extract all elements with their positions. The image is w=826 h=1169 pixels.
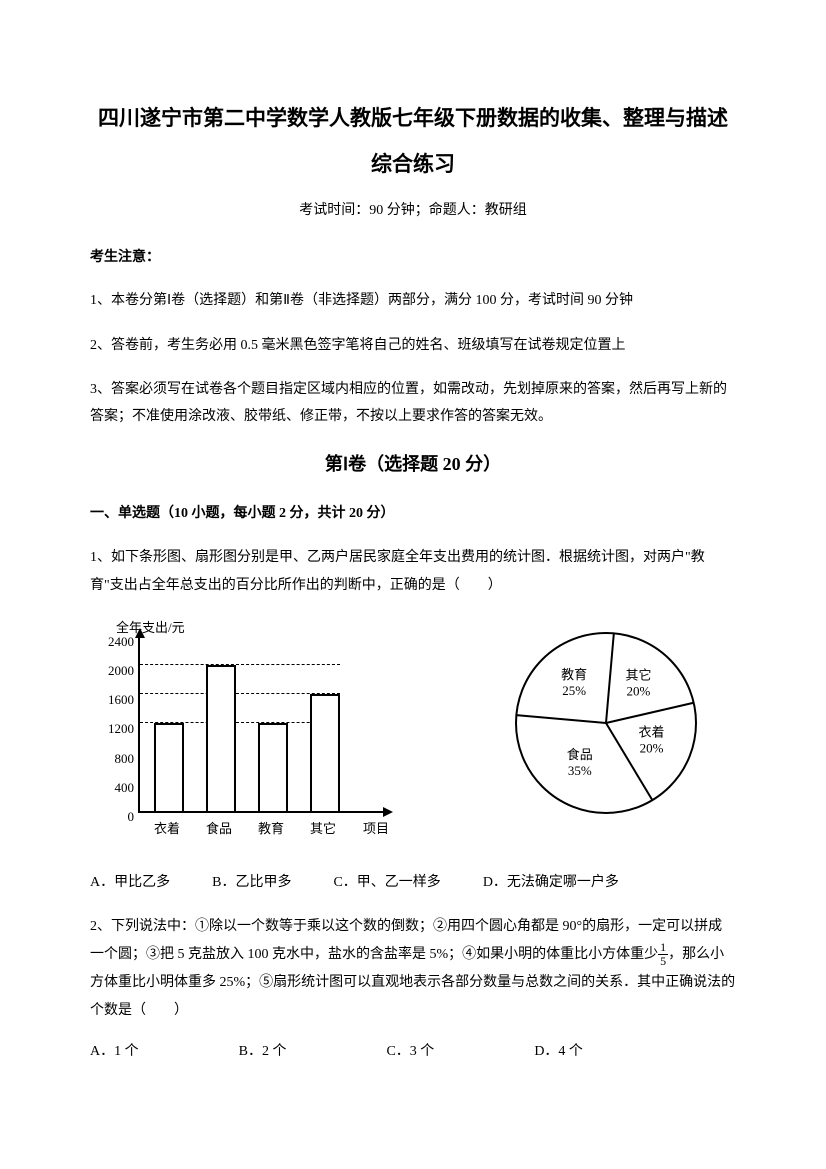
q2-text-part1: 2、下列说法中：①除以一个数等于乘以这个数的倒数；②用四个圆心角都是 90°的扇… xyxy=(90,919,722,962)
question-2-text: 2、下列说法中：①除以一个数等于乘以这个数的倒数；②用四个圆心角都是 90°的扇… xyxy=(90,913,736,1025)
bar xyxy=(310,694,340,811)
notice-item-2: 2、答卷前，考生务必用 0.5 毫米黑色签字笔将自己的姓名、班级填写在试卷规定位… xyxy=(90,333,736,360)
x-tick-label: 其它 xyxy=(298,817,348,840)
pie-slice-label: 教育 xyxy=(561,667,587,682)
question-1-text: 1、如下条形图、扇形图分别是甲、乙两户居民家庭全年支出费用的统计图．根据统计图，… xyxy=(90,544,736,600)
pie-slice-label: 20% xyxy=(627,684,651,699)
y-tick-label: 1200 xyxy=(94,717,134,740)
q2-option-b: B．2 个 xyxy=(239,1039,287,1064)
bar-plot-area xyxy=(138,638,383,813)
y-tick-label: 2000 xyxy=(94,659,134,682)
pie-slice-label: 25% xyxy=(562,683,586,698)
q2-fraction-den: 5 xyxy=(658,955,668,968)
q2-fraction: 15 xyxy=(658,941,668,968)
q1-option-d: D．无法确定哪一户多 xyxy=(483,870,619,895)
q2-option-a: A．1 个 xyxy=(90,1039,139,1064)
q2-option-d: D．4 个 xyxy=(534,1039,583,1064)
q2-option-c: C．3 个 xyxy=(386,1039,434,1064)
pie-slice-label: 衣着 xyxy=(639,724,665,739)
exam-info: 考试时间：90 分钟；命题人：教研组 xyxy=(90,198,736,223)
pie-chart: 教育25%其它20%衣着20%食品35% xyxy=(486,618,736,828)
y-tick-label: 400 xyxy=(94,776,134,799)
section-1-title: 第Ⅰ卷（选择题 20 分） xyxy=(90,448,736,480)
y-tick-label: 2400 xyxy=(94,630,134,653)
y-tick-label: 0 xyxy=(94,805,134,828)
pie-slice-label: 35% xyxy=(568,763,592,778)
q1-option-c: C．甲、乙一样多 xyxy=(333,870,440,895)
bar xyxy=(206,665,236,811)
pie-slice-label: 20% xyxy=(640,740,664,755)
chart-row: 全年支出/元 04008001200160020002400衣着食品教育其它项目… xyxy=(90,618,736,848)
bar xyxy=(154,723,184,811)
pie-slice-label: 其它 xyxy=(625,668,651,683)
notice-item-1: 1、本卷分第Ⅰ卷（选择题）和第Ⅱ卷（非选择题）两部分，满分 100 分，考试时间… xyxy=(90,288,736,315)
notice-title: 考生注意： xyxy=(90,245,736,270)
q2-fraction-num: 1 xyxy=(658,941,668,955)
question-2-options: A．1 个 B．2 个 C．3 个 D．4 个 xyxy=(90,1039,736,1064)
pie-slice-label: 食品 xyxy=(567,747,593,762)
notice-item-3: 3、答案必须写在试卷各个题目指定区域内相应的位置，如需改动，先划掉原来的答案，然… xyxy=(90,377,736,430)
x-tick-label: 食品 xyxy=(194,817,244,840)
x-axis-arrow-icon xyxy=(383,807,393,817)
page-title-line1: 四川遂宁市第二中学数学人教版七年级下册数据的收集、整理与描述 xyxy=(90,100,736,138)
y-tick-label: 800 xyxy=(94,747,134,770)
pie-svg: 教育25%其它20%衣着20%食品35% xyxy=(486,618,736,828)
grid-dash-line xyxy=(140,664,340,665)
bar-chart: 全年支出/元 04008001200160020002400衣着食品教育其它项目 xyxy=(90,618,400,848)
x-axis-label: 项目 xyxy=(363,817,389,840)
page-title-line2: 综合练习 xyxy=(90,146,736,184)
subsection-1-title: 一、单选题（10 小题，每小题 2 分，共计 20 分） xyxy=(90,501,736,526)
y-axis-arrow-icon xyxy=(135,628,145,638)
question-1-options: A．甲比乙多 B．乙比甲多 C．甲、乙一样多 D．无法确定哪一户多 xyxy=(90,870,736,895)
y-tick-label: 1600 xyxy=(94,688,134,711)
x-tick-label: 衣着 xyxy=(142,817,192,840)
q1-option-a: A．甲比乙多 xyxy=(90,870,170,895)
x-tick-label: 教育 xyxy=(246,817,296,840)
bar xyxy=(258,723,288,811)
q1-option-b: B．乙比甲多 xyxy=(212,870,291,895)
